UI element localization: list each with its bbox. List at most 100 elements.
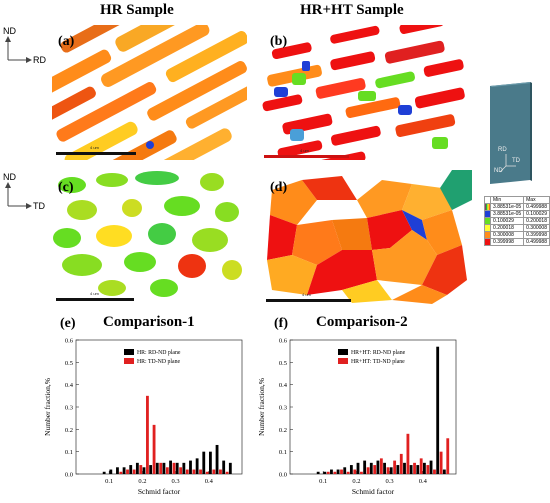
crystal-orientation-prism	[490, 82, 532, 184]
bar-black	[162, 462, 166, 474]
bar-black	[129, 465, 133, 474]
legend-max-value: 0.300008	[523, 224, 550, 232]
bar-red	[419, 458, 423, 474]
bar-red	[353, 469, 357, 474]
bar-black	[169, 460, 172, 474]
prism-rd-label: RD	[498, 147, 507, 153]
bar-red	[199, 469, 202, 474]
bar-black	[389, 467, 393, 474]
bar-black	[135, 462, 139, 474]
comparison-1-title: Comparison-1	[103, 314, 195, 330]
y-tick-label: 0.2	[65, 427, 73, 434]
legend-max-header: Max	[523, 196, 550, 204]
grain-map-d	[267, 170, 472, 304]
bar-black	[330, 469, 333, 474]
legend-entry: HR: RD-ND plane	[137, 350, 181, 356]
bar-red	[326, 471, 330, 474]
bar-red	[139, 465, 143, 474]
bar-black	[403, 462, 406, 474]
legend-max-value: 0.499988	[523, 203, 550, 211]
ebsd-map-b: 4 um	[262, 25, 472, 160]
bar-black	[215, 444, 219, 474]
legend-min-value: 0.100029	[490, 217, 525, 225]
bar-red	[393, 460, 397, 474]
legend-swatch	[124, 358, 134, 364]
bar-red	[406, 433, 410, 474]
ebsd-map-a: 4 um	[52, 25, 247, 160]
y-axis-label: Number fraction,%	[43, 378, 52, 436]
comparison-2-title: Comparison-2	[316, 314, 408, 330]
bar-red	[433, 469, 436, 474]
bar-black	[396, 465, 400, 474]
bar-black	[416, 465, 420, 474]
bar-black	[189, 460, 192, 474]
bar-black	[436, 346, 440, 474]
axis-triad-nd-rd	[5, 36, 32, 63]
axis-nd-label: ND	[3, 26, 16, 36]
y-tick-label: 0.5	[65, 360, 73, 367]
y-tick-label: 0.4	[65, 382, 74, 389]
panel-label-d: (d)	[270, 180, 288, 195]
bar-black	[323, 471, 327, 474]
bar-red	[366, 467, 370, 474]
bar-red	[192, 469, 196, 474]
bar-black	[149, 465, 153, 474]
bar-black	[356, 462, 360, 474]
bar-black	[376, 460, 380, 474]
panel-label-f: (f)	[274, 316, 288, 331]
bar-red	[346, 471, 350, 474]
bar-red	[152, 424, 156, 474]
bar-red	[360, 471, 363, 474]
bar-black	[122, 467, 126, 474]
bar-red	[205, 471, 209, 474]
panel-label-b: (b)	[270, 34, 288, 49]
scale-bar-c	[56, 298, 134, 301]
bar-black	[383, 462, 386, 474]
bar-red	[126, 469, 129, 474]
y-tick-label: 0.1	[65, 449, 73, 456]
bar-red	[379, 458, 383, 474]
x-tick-label: 0.4	[419, 478, 428, 485]
y-tick-label: 0.5	[279, 360, 287, 367]
scale-bar-a	[56, 152, 136, 155]
bar-red	[185, 469, 189, 474]
bar-red	[165, 467, 169, 474]
bar-chart-comparison-1: 0.0 0.1 0.2 0.3 0.4 0.5 0.6 0.1 0.2 0.3 0.4 Schmid …	[43, 338, 243, 496]
legend-min-value: 3.88531e-05	[490, 203, 525, 211]
bar-red	[333, 471, 337, 474]
axis-rd-label: RD	[33, 55, 46, 65]
x-tick-label: 0.2	[138, 478, 146, 485]
bar-black	[195, 458, 199, 474]
bar-black	[142, 467, 146, 474]
legend-min-value: 3.88531e-05	[490, 210, 525, 218]
scale-bar-b	[264, 155, 349, 158]
bar-red	[413, 462, 416, 474]
panel-label-c: (c)	[58, 180, 74, 195]
bar-red	[132, 469, 136, 474]
bar-red	[179, 467, 183, 474]
legend-max-value: 0.200018	[523, 217, 550, 225]
axis-triad-nd-td	[5, 182, 32, 209]
plot-frame	[289, 339, 457, 475]
bar-red	[446, 438, 450, 474]
bar-black	[228, 462, 232, 474]
bar-chart-comparison-2: 0.0 0.1 0.2 0.3 0.4 0.5 0.6 0.1 0.2 0.3 0.4 Schmid …	[257, 338, 457, 496]
scale-text-d: 4 um	[302, 292, 311, 297]
legend-swatch	[124, 349, 134, 355]
axis-nd-label-2: ND	[3, 172, 16, 182]
bar-red	[119, 471, 123, 474]
legend-entry: HR+HT: RD-ND plane	[351, 350, 406, 356]
plot-frame	[75, 339, 243, 475]
bar-black	[349, 465, 353, 474]
grain-map-c	[53, 171, 242, 297]
y-tick-label: 0.0	[279, 472, 287, 479]
axis-td-label: TD	[33, 201, 45, 211]
y-tick-label: 0.3	[279, 405, 287, 412]
scale-text-c: 4 um	[90, 291, 99, 296]
legend-entry: HR: TD-ND plane	[137, 359, 180, 365]
x-axis-label: Schmid factor	[352, 487, 395, 496]
bar-black	[155, 462, 159, 474]
y-tick-label: 0.4	[279, 382, 288, 389]
scale-text-a: 4 um	[90, 145, 99, 150]
legend-max-value: 0.399998	[523, 231, 550, 239]
